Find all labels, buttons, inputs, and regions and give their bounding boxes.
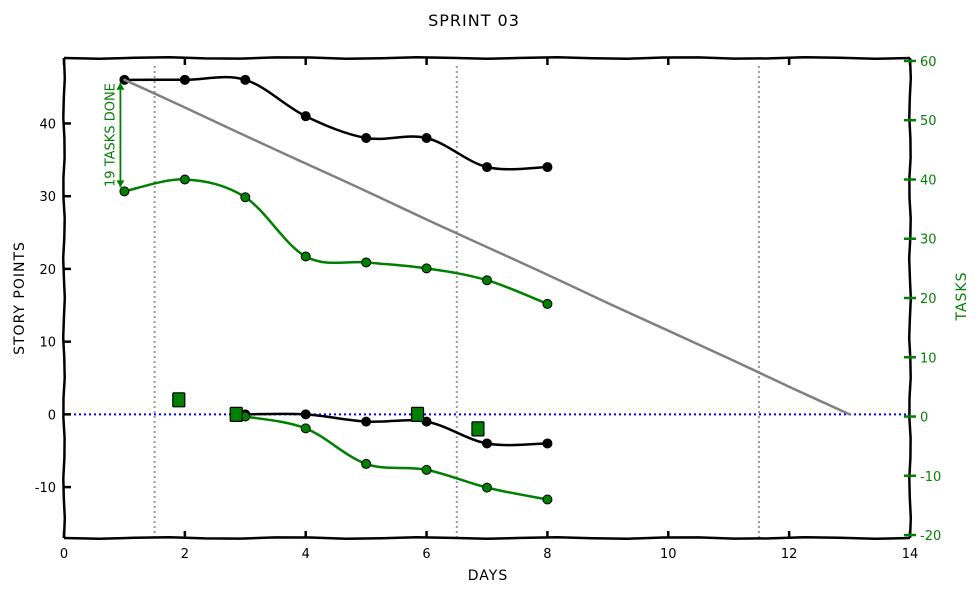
data-point-0-5 <box>421 133 432 143</box>
data-point-1-4 <box>482 438 492 449</box>
series-line-4 <box>123 78 851 416</box>
y2-tick-label: 40 <box>920 173 937 188</box>
frame-bottom <box>63 535 911 541</box>
data-point-2-6 <box>482 275 492 286</box>
y-tick-label: 20 <box>39 263 56 278</box>
data-point-0-7 <box>542 162 553 173</box>
y2-tick-label: 50 <box>920 114 937 129</box>
x-axis-label: DAYS <box>468 568 508 584</box>
data-point-2-5 <box>421 263 432 274</box>
x-tick-label: 8 <box>543 547 551 562</box>
data-point-0-4 <box>361 133 372 143</box>
x-tick-label: 2 <box>181 547 189 562</box>
y2-tick-label: 30 <box>920 233 937 248</box>
data-point-2-3 <box>300 251 311 262</box>
data-point-3-4 <box>482 482 492 493</box>
x-tick-label: 14 <box>902 547 919 562</box>
series-line-2 <box>123 178 549 306</box>
y-axis-label: STORY POINTS <box>12 241 28 355</box>
x-tick-label: 4 <box>302 547 310 562</box>
x-tick-label: 0 <box>60 547 68 562</box>
data-point-3-2 <box>361 458 372 469</box>
event-marker-3 <box>471 421 485 437</box>
data-point-2-7 <box>542 298 553 309</box>
frame-top <box>63 55 911 61</box>
data-point-0-1 <box>179 74 190 85</box>
data-point-0-3 <box>300 111 311 122</box>
data-point-0-2 <box>240 74 251 85</box>
y2-tick-label: -20 <box>920 529 941 544</box>
y-tick-label: 0 <box>48 408 56 423</box>
data-point-3-1 <box>300 423 311 434</box>
data-point-2-4 <box>361 257 372 268</box>
y2-tick-label: -10 <box>920 470 941 485</box>
data-point-3-5 <box>542 494 553 505</box>
x-tick-label: 10 <box>660 547 677 562</box>
frame-left <box>61 57 67 539</box>
data-point-2-2 <box>240 192 251 203</box>
series-line-1 <box>244 412 549 447</box>
y-tick-label: 10 <box>39 336 56 351</box>
y2-tick-label: 10 <box>920 351 937 366</box>
data-point-1-1 <box>300 409 311 420</box>
annotation-arrowhead-bottom <box>116 180 125 188</box>
annotation-text: 19 TASKS DONE <box>103 83 118 187</box>
data-point-2-0 <box>119 186 130 197</box>
data-point-1-5 <box>542 438 553 449</box>
x-tick-label: 6 <box>422 547 430 562</box>
event-marker-1 <box>229 406 243 422</box>
y2-tick-label: 20 <box>920 292 937 307</box>
y2-tick-label: 60 <box>920 55 937 70</box>
data-point-2-1 <box>179 174 190 185</box>
event-marker-2 <box>410 406 425 422</box>
event-marker-0 <box>172 392 186 408</box>
y-tick-label: 30 <box>39 190 56 205</box>
data-point-1-2 <box>361 416 372 427</box>
series-line-3 <box>244 415 549 501</box>
y-tick-label: -10 <box>35 481 56 496</box>
y2-axis-label: TASKS <box>954 272 970 322</box>
annotation-arrowhead-top <box>116 82 125 90</box>
y2-tick-label: 0 <box>920 411 928 426</box>
chart-title: SPRINT 03 <box>428 11 520 30</box>
x-tick-label: 12 <box>781 547 798 562</box>
plot-area: 0 2 4 6 8 10 12 14 -10 0 10 20 30 40 -20 -10 0 10 20 30 40 50… <box>35 55 941 562</box>
y-tick-label: 40 <box>39 117 56 132</box>
data-point-0-6 <box>482 162 492 173</box>
data-point-3-3 <box>421 464 432 475</box>
series-line-0 <box>123 75 549 171</box>
